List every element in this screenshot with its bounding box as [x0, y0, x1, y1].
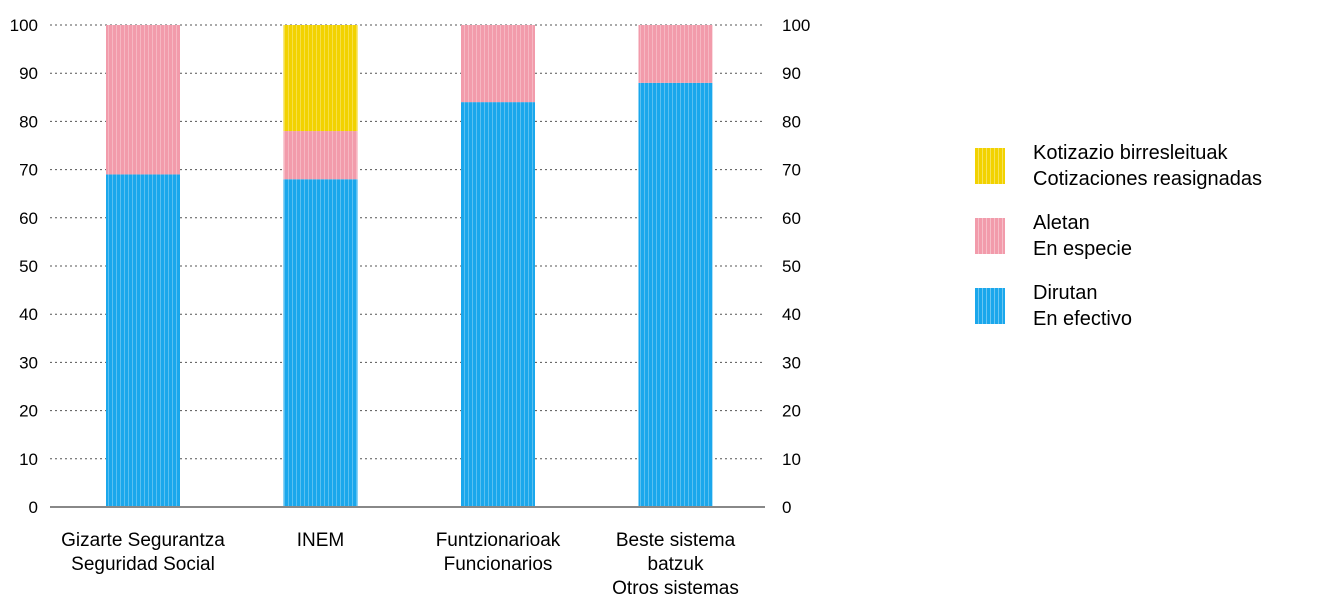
y-tick-label-right: 70 — [782, 161, 801, 180]
legend-swatch — [975, 218, 1005, 254]
x-category-label: Funcionarios — [444, 554, 553, 575]
x-category-label: Seguridad Social — [71, 554, 215, 575]
x-category-label: batzuk — [648, 554, 704, 575]
legend-item: Dirutan En efectivo — [975, 280, 1262, 332]
y-tick-label-left: 50 — [19, 257, 38, 276]
legend-label-line: En efectivo — [1033, 308, 1132, 330]
legend-label: Kotizazio birresleituak Cotizaciones reas… — [1033, 140, 1262, 192]
bar-segment-texture — [283, 131, 358, 180]
y-tick-label-right: 30 — [782, 353, 801, 372]
legend-label-line: Cotizaciones reasignadas — [1033, 168, 1263, 190]
legend-label: Aletan En especie — [1033, 210, 1132, 262]
legend-label-line: En especie — [1033, 238, 1132, 260]
tick-labels: 0 0 10 10 20 20 30 30 40 40 50 50 60 60 70 70 80 80 90 90 10… — [10, 16, 811, 599]
y-tick-label-right: 40 — [782, 305, 801, 324]
y-tick-label-left: 100 — [10, 16, 38, 35]
y-tick-label-left: 40 — [19, 305, 38, 324]
stacked-bar-chart: 0 0 10 10 20 20 30 30 40 40 50 50 60 60 70 70 80 80 90 90 10… — [10, 16, 811, 599]
legend-swatch — [975, 288, 1005, 324]
y-tick-label-left: 30 — [19, 353, 38, 372]
bar-segment-texture — [106, 174, 180, 508]
y-tick-label-left: 80 — [19, 112, 38, 131]
y-tick-label-right: 90 — [782, 64, 801, 83]
x-category-label: Funtzionarioak — [436, 530, 561, 551]
y-tick-label-left: 60 — [19, 209, 38, 228]
legend-label-line: Dirutan — [1033, 282, 1098, 304]
y-tick-label-left: 0 — [29, 498, 38, 517]
bar-segment-texture — [638, 25, 713, 83]
y-tick-label-right: 20 — [782, 402, 801, 421]
y-tick-label-left: 10 — [19, 450, 38, 469]
y-tick-label-left: 90 — [19, 64, 38, 83]
bars — [106, 25, 713, 508]
bar-segment-texture — [106, 25, 180, 175]
y-tick-label-right: 80 — [782, 112, 801, 131]
x-category-label: INEM — [297, 530, 345, 551]
y-tick-label-right: 0 — [782, 498, 791, 517]
y-tick-label-right: 10 — [782, 450, 801, 469]
legend: Kotizazio birresleituak Cotizaciones reas… — [975, 140, 1262, 350]
bar-segment-texture — [283, 179, 358, 508]
bar-segment-texture — [461, 102, 535, 508]
y-tick-label-right: 60 — [782, 209, 801, 228]
bar-segment-texture — [461, 25, 535, 103]
legend-item: Aletan En especie — [975, 210, 1262, 262]
legend-item: Kotizazio birresleituak Cotizaciones reas… — [975, 140, 1262, 192]
x-category-label: Gizarte Segurantza — [61, 530, 225, 551]
legend-label: Dirutan En efectivo — [1033, 280, 1132, 332]
x-category-label: Beste sistema — [616, 530, 736, 551]
y-tick-label-left: 70 — [19, 161, 38, 180]
bar-segment-texture — [283, 25, 358, 132]
bar-segment-texture — [638, 82, 713, 507]
x-category-label: Otros sistemas — [612, 578, 739, 599]
y-tick-label-right: 100 — [782, 16, 810, 35]
y-tick-label-left: 20 — [19, 402, 38, 421]
legend-label-line: Aletan — [1033, 212, 1090, 234]
y-tick-label-right: 50 — [782, 257, 801, 276]
legend-label-line: Kotizazio birresleituak — [1033, 142, 1228, 164]
legend-swatch — [975, 148, 1005, 184]
